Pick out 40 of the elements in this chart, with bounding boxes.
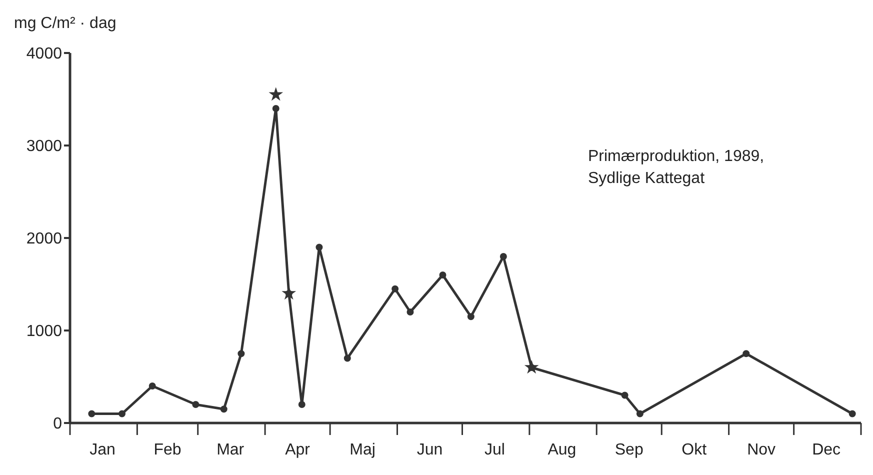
- point: [220, 406, 228, 413]
- x-tick-label: Nov: [747, 441, 776, 458]
- point: [500, 253, 507, 260]
- point: [524, 360, 539, 374]
- y-axis-title: mg C/m² · dag: [14, 15, 116, 32]
- x-tick-label: Jun: [416, 441, 443, 458]
- x-tick-label: Jan: [90, 441, 116, 458]
- point: [238, 350, 245, 358]
- point: [742, 350, 750, 358]
- point: [268, 87, 284, 101]
- point: [392, 285, 399, 292]
- x-tick-label: Mar: [216, 441, 245, 458]
- x-tick-label: Sep: [614, 441, 644, 458]
- x-tick-label: Apr: [285, 441, 311, 458]
- point: [467, 313, 474, 320]
- point: [848, 410, 856, 418]
- point: [316, 244, 323, 251]
- y-tick-label: 3000: [26, 138, 62, 156]
- point: [298, 401, 306, 408]
- point: [406, 308, 414, 316]
- point: [148, 382, 156, 390]
- point: [118, 410, 126, 418]
- annotation: Primærproduktion, 1989, Sydlige Kattegat: [588, 147, 766, 189]
- point: [621, 392, 628, 399]
- y-tick-label: 0: [53, 416, 62, 433]
- point: [192, 401, 200, 408]
- x-tick-label: Maj: [350, 441, 376, 458]
- y-tick-label: 2000: [26, 230, 62, 248]
- x-tick-label: Jul: [484, 441, 505, 458]
- x-tick-label: Aug: [548, 441, 576, 458]
- point: [636, 410, 644, 418]
- x-tick-label: Feb: [154, 441, 182, 458]
- x-tick-label: Dec: [812, 441, 841, 458]
- y-tick-label: 1000: [26, 323, 62, 340]
- point: [439, 272, 446, 278]
- point: [344, 354, 351, 362]
- point: [272, 105, 280, 112]
- point: [88, 410, 96, 418]
- y-tick-label: 4000: [26, 46, 62, 63]
- x-tick-label: Okt: [682, 441, 708, 458]
